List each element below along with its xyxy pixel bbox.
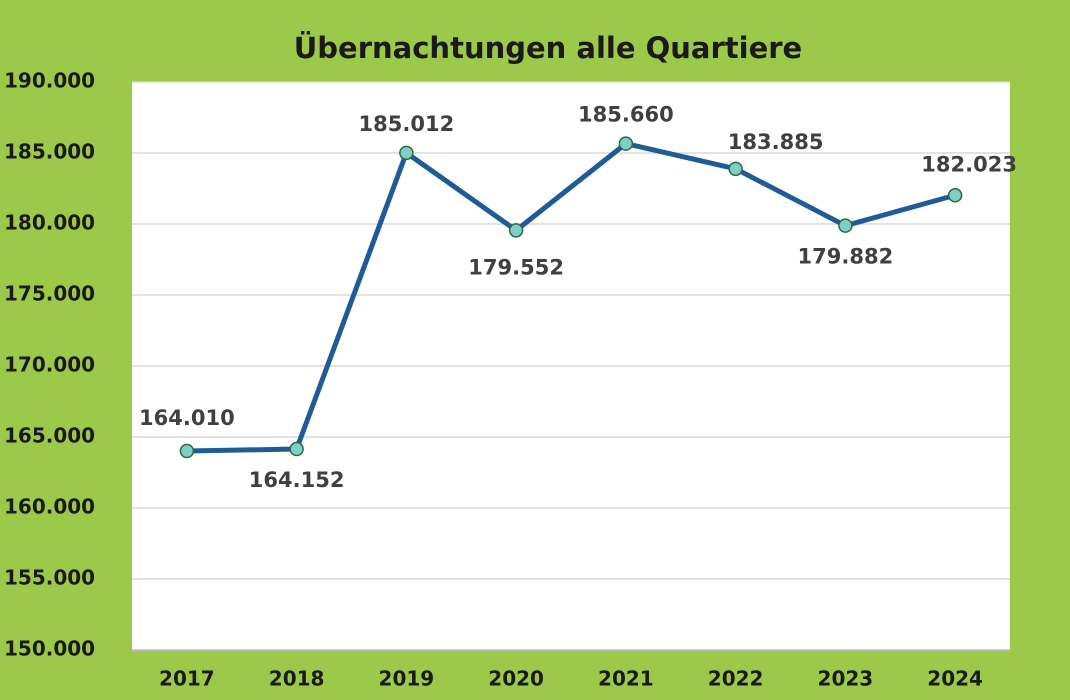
data-label: 185.660	[578, 103, 674, 127]
data-label: 185.012	[359, 112, 455, 136]
data-label: 182.023	[921, 152, 1017, 176]
x-tick-label: 2020	[488, 667, 544, 691]
data-point	[728, 161, 743, 177]
y-tick-label: 160.000	[4, 495, 95, 519]
data-point	[618, 136, 634, 151]
y-tick-label: 180.000	[4, 211, 95, 235]
x-tick-label: 2019	[379, 667, 435, 691]
data-point	[289, 441, 304, 457]
chart-title: Übernachtungen alle Quartiere	[294, 31, 802, 65]
data-label: 179.552	[468, 255, 564, 279]
x-tick-label: 2024	[927, 667, 983, 691]
data-point	[508, 223, 524, 238]
y-tick-label: 165.000	[4, 424, 95, 448]
data-label: 164.010	[139, 406, 235, 430]
data-label: 164.152	[249, 468, 345, 492]
x-tick-label: 2022	[708, 667, 764, 691]
data-point	[179, 443, 195, 459]
y-tick-label: 170.000	[4, 353, 95, 377]
x-tick-label: 2017	[159, 667, 215, 691]
data-point	[947, 188, 963, 203]
y-tick-label: 190.000	[4, 69, 95, 93]
data-point	[399, 145, 414, 161]
y-tick-label: 185.000	[4, 140, 95, 164]
y-tick-label: 150.000	[4, 637, 95, 661]
data-point	[838, 218, 853, 233]
x-tick-label: 2018	[269, 667, 325, 691]
y-tick-label: 155.000	[4, 566, 95, 590]
x-tick-label: 2021	[598, 667, 654, 691]
y-tick-label: 175.000	[4, 282, 95, 306]
data-line	[186, 141, 956, 454]
x-tick-label: 2023	[818, 667, 874, 691]
data-label: 179.882	[798, 245, 894, 269]
data-label: 183.885	[728, 130, 824, 154]
